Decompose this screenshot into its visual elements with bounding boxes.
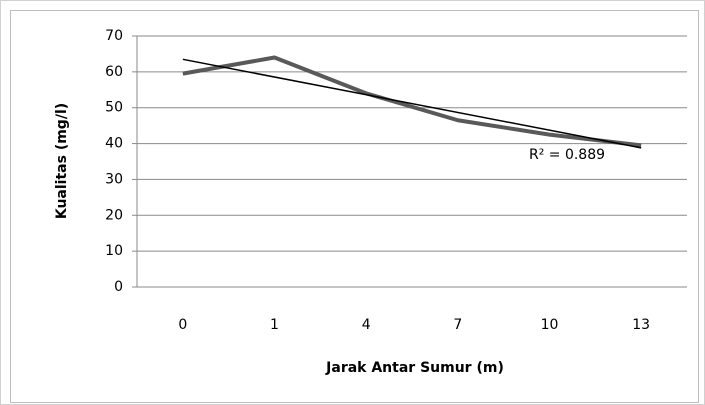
x-axis-title: Jarak Antar Sumur (m) bbox=[325, 360, 504, 376]
x-tick-label: 1 bbox=[270, 317, 279, 333]
x-tick-label: 10 bbox=[541, 317, 559, 333]
trendline bbox=[182, 58, 642, 149]
y-tick-label: 20 bbox=[105, 207, 123, 223]
y-tick-label: 30 bbox=[105, 171, 123, 187]
y-axis-title: Kualitas (mg/l) bbox=[54, 103, 70, 219]
y-tick-label: 60 bbox=[105, 64, 123, 80]
chart-area bbox=[10, 10, 699, 403]
y-tick-label: 40 bbox=[105, 136, 123, 152]
x-tick-label: 0 bbox=[178, 317, 187, 333]
y-tick-label: 70 bbox=[105, 28, 123, 44]
y-tick-label: 0 bbox=[114, 279, 123, 295]
annotation: R² = 0.889 bbox=[529, 147, 605, 163]
x-tick-label: 7 bbox=[453, 317, 462, 333]
data-line bbox=[182, 55, 642, 148]
y-tick-label: 50 bbox=[105, 100, 123, 116]
y-tick-label: 10 bbox=[105, 243, 123, 259]
x-tick-label: 13 bbox=[632, 317, 650, 333]
x-tick-label: 4 bbox=[362, 317, 371, 333]
